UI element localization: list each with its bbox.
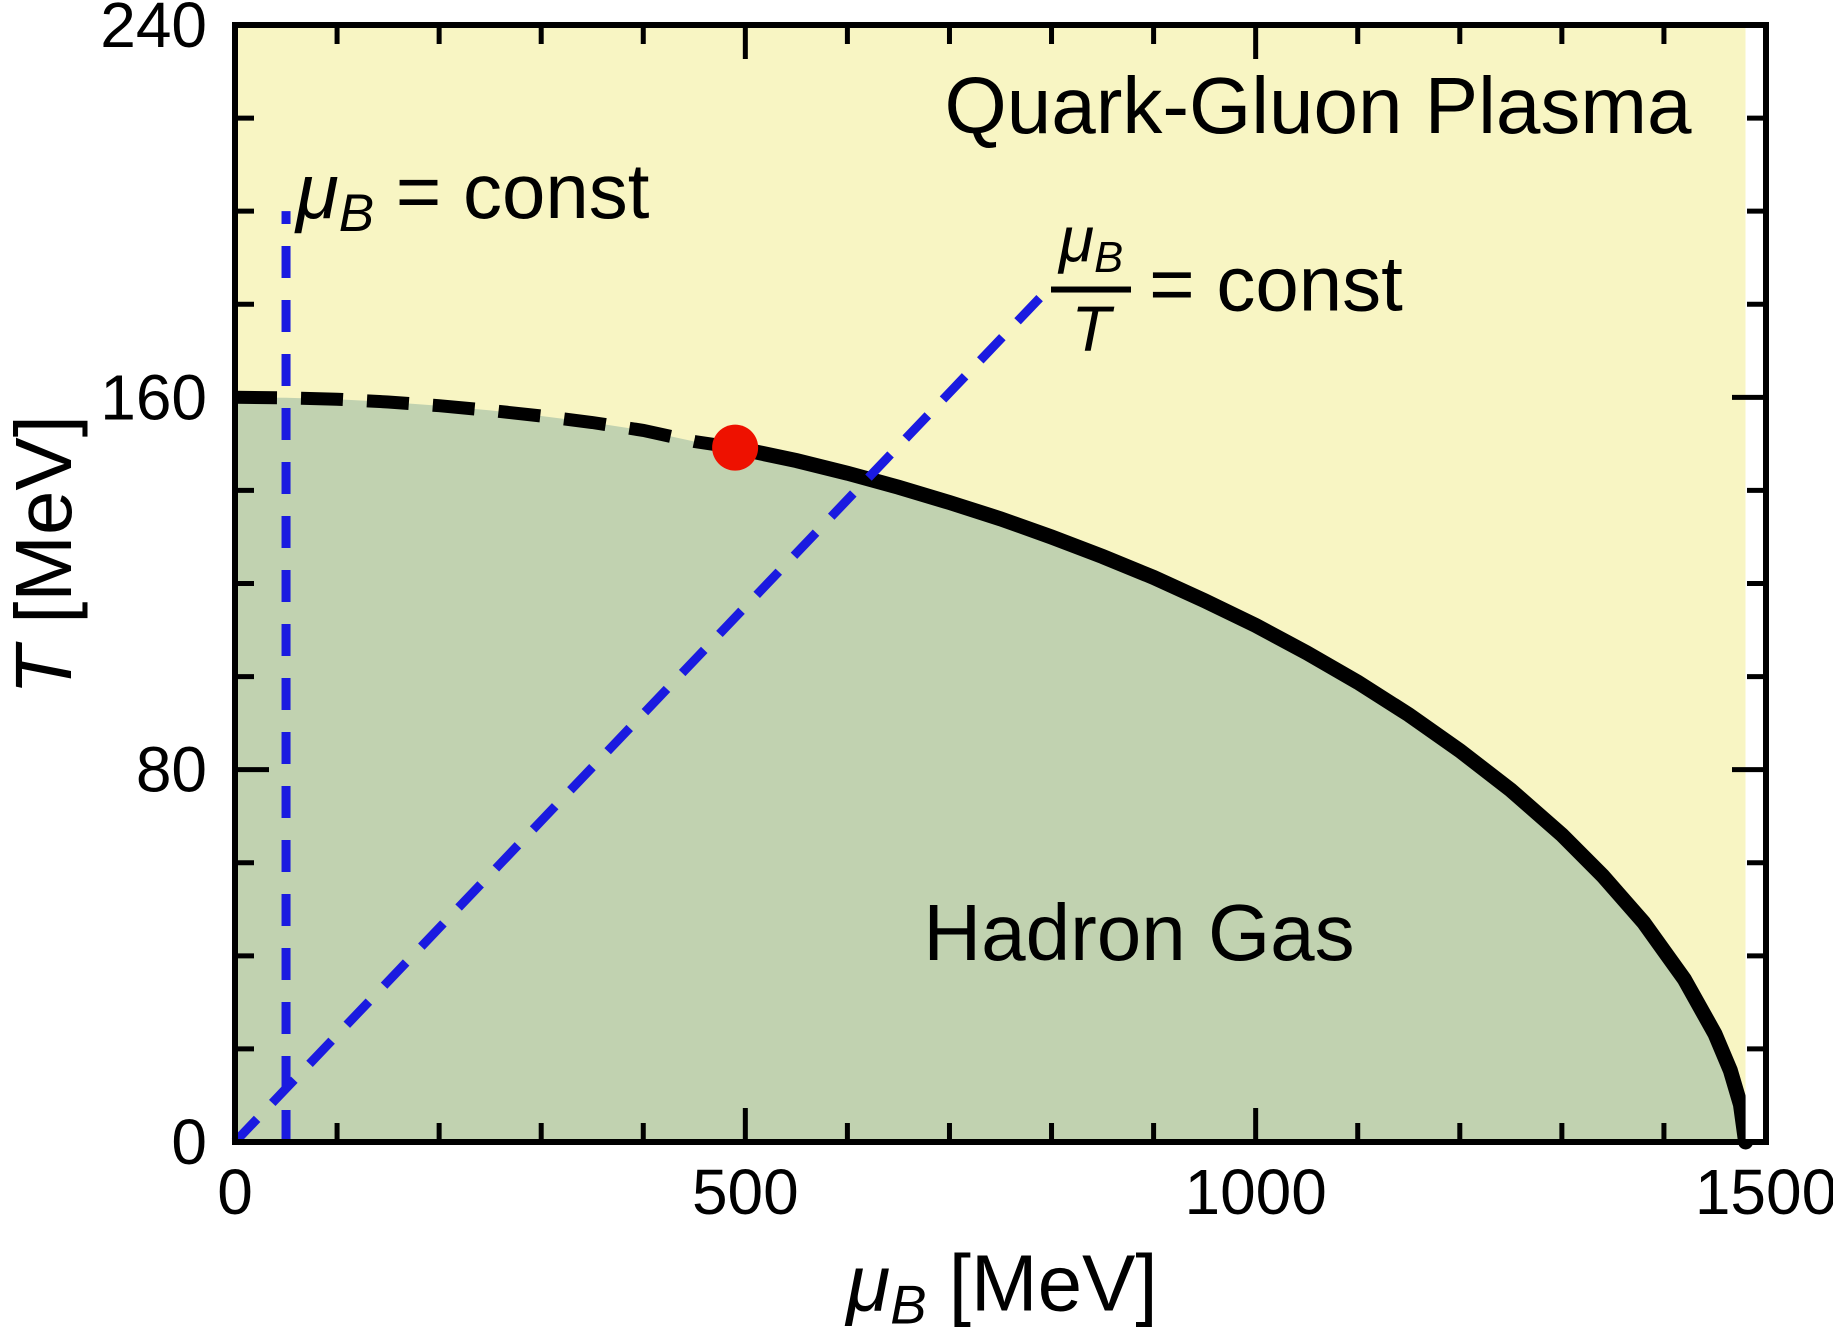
y-tick-label: 160 <box>100 361 207 433</box>
fraction-numerator: μB <box>1059 203 1124 282</box>
mu-over-t-line <box>231 282 1055 1146</box>
mu-over-t-eq: = const <box>1149 239 1403 328</box>
mu-symbol: μ <box>296 147 339 236</box>
x-tick-label: 500 <box>692 1156 799 1228</box>
hadron-region-fill <box>235 397 1746 1142</box>
y-axis-units: [MeV] <box>0 414 88 647</box>
x-tick-label: 1500 <box>1695 1156 1833 1228</box>
fraction-denominator: T <box>1071 292 1111 365</box>
x-axis-subscript: B <box>890 1274 927 1332</box>
mu-over-t-fraction: μB T <box>1051 203 1132 365</box>
critical-point-marker <box>712 424 759 471</box>
y-tick-label: 80 <box>136 734 207 806</box>
hadron-region-label: Hadron Gas <box>923 888 1355 977</box>
y-tick-label: 240 <box>100 0 207 61</box>
mu-subscript: B <box>338 183 375 243</box>
y-axis-title: T [MeV] <box>0 415 88 695</box>
x-axis-title: μB [MeV] <box>846 1243 1157 1332</box>
y-tick-label: 0 <box>171 1106 207 1178</box>
mu-over-t-line-label: μB T = const <box>1051 203 1403 365</box>
x-axis-symbol: μ <box>846 1238 891 1328</box>
first-order-boundary-line <box>727 440 1754 1150</box>
crossover-boundary-line <box>234 390 737 455</box>
mu-const-eq: = const <box>374 147 650 236</box>
x-tick-label: 0 <box>217 1156 253 1228</box>
mu-const-line-label: μB = const <box>296 152 649 240</box>
qgp-region-label: Quark-Gluon Plasma <box>944 61 1692 150</box>
x-tick-label: 1000 <box>1184 1156 1326 1228</box>
y-axis-symbol: T <box>0 646 88 696</box>
fraction-bar <box>1051 286 1132 293</box>
x-axis-units: [MeV] <box>926 1238 1158 1328</box>
